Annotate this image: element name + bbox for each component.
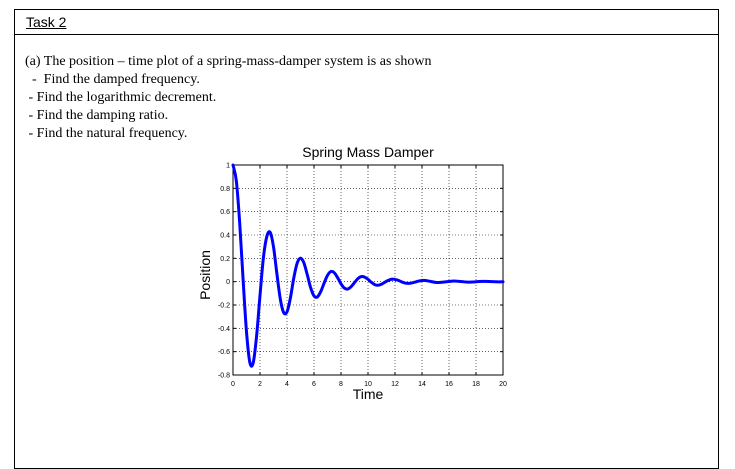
x-tick-label: 8 [339,381,343,388]
x-tick-label: 2 [258,381,262,388]
x-tick-label: 12 [391,381,399,388]
x-tick-label: 18 [472,381,480,388]
task-title: Task 2 [26,14,67,30]
y-tick-label: 0.8 [220,186,230,193]
x-tick-label: 4 [285,381,289,388]
x-tick-label: 20 [499,381,507,388]
y-tick-label: -0.4 [218,326,230,333]
x-tick-label: 6 [312,381,316,388]
position-time-chart: Spring Mass Damper Time Position 0 2 4 6 8 10… [197,144,507,402]
title-divider [14,34,719,35]
x-tick-label: 16 [445,381,453,388]
y-tick-label: 0.2 [220,256,230,263]
y-tick-label: 0 [226,279,230,286]
x-tick-label: 10 [364,381,372,388]
y-tick-label: 0.4 [220,233,230,240]
y-tick-label: -0.2 [218,303,230,310]
y-tick-label: -0.8 [218,373,230,380]
position-series-line [231,163,505,368]
grid-lines [233,165,503,375]
question-line-intro: (a) The position – time plot of a spring… [25,54,432,69]
chart-title: Spring Mass Damper [302,144,434,160]
question-line-damped-frequency: - Find the damped frequency. [25,72,200,87]
question-line-damping-ratio: - Find the damping ratio. [25,108,169,123]
question-text: (a) The position – time plot of a spring… [25,53,431,143]
y-tick-label: 1 [226,163,230,170]
question-line-log-decrement: - Find the logarithmic decrement. [25,90,217,105]
plot-area-frame [232,164,504,376]
x-tick-label: 14 [418,381,426,388]
question-line-natural-frequency: - Find the natural frequency. [25,126,188,141]
y-tick-label: 0.6 [220,209,230,216]
x-axis-label: Time [353,386,384,402]
series-layer [231,163,505,368]
y-axis-label: Position [197,250,213,300]
x-tick-label: 0 [231,381,235,388]
y-tick-label: -0.6 [218,349,230,356]
